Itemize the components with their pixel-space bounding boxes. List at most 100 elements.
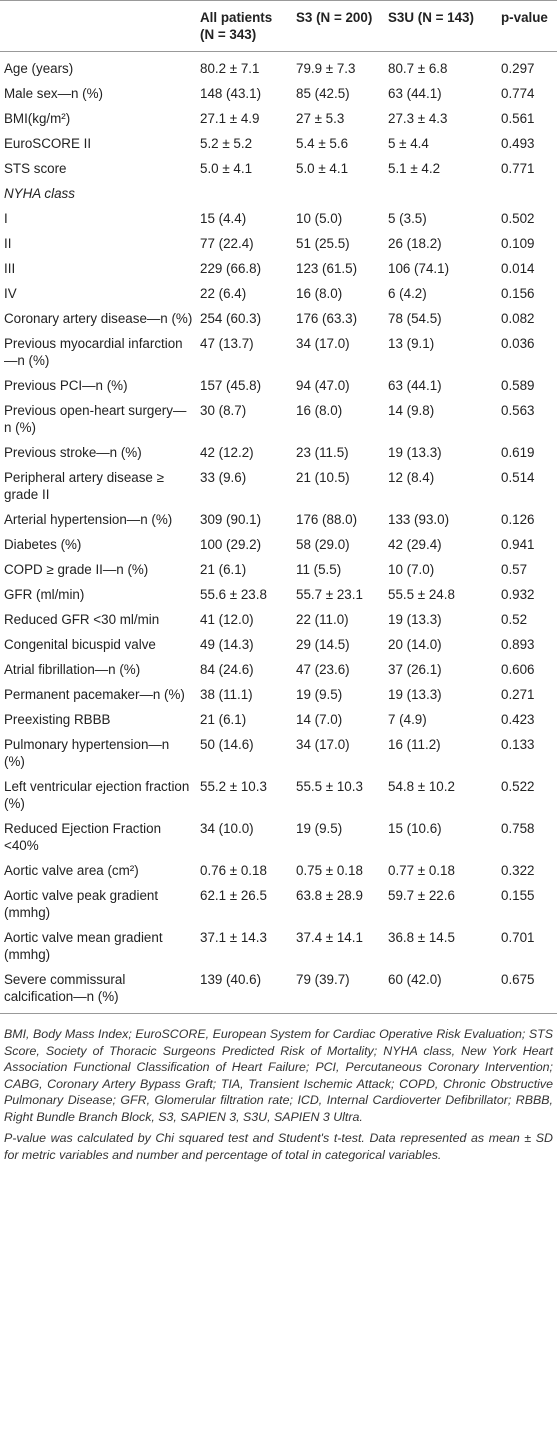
table-row: Pulmonary hypertension—n (%) 50 (14.6) 34 … — [0, 732, 557, 774]
table-cell: Severe commissural calcification—n (%) — [0, 967, 196, 1014]
table-cell: 22 (11.0) — [296, 612, 349, 627]
header-cell — [0, 0, 196, 52]
table-cell: II — [4, 236, 12, 251]
table-cell: Previous open-heart surgery—n (%) — [4, 403, 187, 435]
table-cell: 254 (60.3) — [200, 311, 262, 326]
table-cell: 59.7 ± 22.6 — [388, 888, 455, 903]
table-row: Diabetes (%) 100 (29.2) 58 (29.0) 42 (29.4)… — [0, 532, 557, 557]
table-cell: 148 (43.1) — [200, 86, 262, 101]
table-cell: 34 (10.0) — [200, 821, 254, 836]
table-cell: 0.77 ± 0.18 — [388, 863, 455, 878]
table-cell: 0.561 — [501, 111, 535, 126]
table-row: COPD ≥ grade II—n (%) 21 (6.1) 11 (5.5) 10 … — [0, 557, 557, 582]
table-cell: 51 (25.5) — [296, 236, 350, 251]
table-row: EuroSCORE II 5.2 ± 5.2 5.4 ± 5.6 5 ± 4.4 0.4… — [0, 131, 557, 156]
table-cell: 139 (40.6) — [196, 967, 292, 1014]
table-cell: 6 (4.2) — [388, 286, 427, 301]
table-row: II 77 (22.4) 51 (25.5) 26 (18.2) 0.109 — [0, 231, 557, 256]
table-cell: 27.1 ± 4.9 — [200, 111, 260, 126]
table-cell: 47 (13.7) — [200, 336, 254, 351]
table-cell: Atrial fibrillation—n (%) — [4, 662, 141, 677]
table-cell: 37 (26.1) — [388, 662, 442, 677]
table-row: III 229 (66.8) 123 (61.5) 106 (74.1) 0.014 — [0, 256, 557, 281]
table-cell: 41 (12.0) — [200, 612, 254, 627]
table-cell: NYHA class — [4, 186, 75, 201]
table-cell: 5.0 ± 4.1 — [296, 161, 349, 176]
table-cell: 0.126 — [501, 512, 535, 527]
table-cell: 0.675 — [497, 967, 557, 1014]
table-cell: 0.271 — [501, 687, 535, 702]
table-cell: Reduced GFR <30 ml/min — [4, 612, 160, 627]
table-cell: 62.1 ± 26.5 — [200, 888, 267, 903]
table-cell: IV — [4, 286, 17, 301]
table-cell: I — [4, 211, 8, 226]
table-cell: 34 (17.0) — [296, 336, 350, 351]
table-cell: 19 (9.5) — [296, 821, 343, 836]
table-cell: 0.322 — [501, 863, 535, 878]
table-cell: 19 (9.5) — [296, 687, 343, 702]
table-row: Reduced GFR <30 ml/min 41 (12.0) 22 (11.0)… — [0, 607, 557, 632]
table-cell: 79 (39.7) — [292, 967, 384, 1014]
table-cell: Congenital bicuspid valve — [4, 637, 156, 652]
table-cell: 0.701 — [501, 930, 535, 945]
table-cell: 15 (10.6) — [388, 821, 442, 836]
table-cell: 16 (8.0) — [296, 286, 343, 301]
table-cell: 54.8 ± 10.2 — [388, 779, 455, 794]
table-cell: III — [4, 261, 16, 276]
table-cell: 0.156 — [501, 286, 535, 301]
table-row: Permanent pacemaker—n (%) 38 (11.1) 19 (9.… — [0, 682, 557, 707]
table-cell: 85 (42.5) — [296, 86, 350, 101]
table-cell: 55.5 ± 24.8 — [388, 587, 455, 602]
table-cell: 5 (3.5) — [388, 211, 427, 226]
table-cell: 79.9 ± 7.3 — [296, 61, 356, 76]
table-cell: Permanent pacemaker—n (%) — [4, 687, 185, 702]
header-cell: p-value — [497, 0, 557, 52]
table-row: NYHA class — [0, 181, 557, 206]
table-cell: Age (years) — [4, 61, 74, 76]
table-cell: 15 (4.4) — [200, 211, 247, 226]
table-cell: 0.589 — [501, 378, 535, 393]
table-cell: 0.563 — [501, 403, 535, 418]
table-row: Atrial fibrillation—n (%) 84 (24.6) 47 (23… — [0, 657, 557, 682]
table-cell: 49 (14.3) — [200, 637, 254, 652]
table-cell: 0.758 — [501, 821, 535, 836]
table-cell: STS score — [4, 161, 67, 176]
table-cell: 37.1 ± 14.3 — [200, 930, 267, 945]
table-cell: 0.514 — [501, 470, 535, 485]
table-row: Aortic valve area (cm²) 0.76 ± 0.18 0.75 ±… — [0, 858, 557, 883]
table-cell: 7 (4.9) — [388, 712, 427, 727]
table-cell: 100 (29.2) — [200, 537, 262, 552]
header-row: All patients (N = 343) S3 (N = 200) S3U (N… — [0, 0, 557, 52]
table-row: Reduced Ejection Fraction <40% 34 (10.0) 1… — [0, 816, 557, 858]
table-cell: Previous stroke—n (%) — [4, 445, 142, 460]
table-cell: 22 (6.4) — [200, 286, 247, 301]
table-cell: Aortic valve area (cm²) — [4, 863, 139, 878]
table-cell: 0.52 — [501, 612, 528, 627]
table-cell: 42 (12.2) — [200, 445, 254, 460]
table-cell: 157 (45.8) — [200, 378, 262, 393]
table-row: Previous PCI—n (%) 157 (45.8) 94 (47.0) 63 … — [0, 373, 557, 398]
table-cell: 176 (63.3) — [296, 311, 358, 326]
table-cell: 38 (11.1) — [200, 687, 253, 702]
table-cell: 0.57 — [501, 562, 528, 577]
table-cell: 229 (66.8) — [200, 261, 262, 276]
table-cell: 0.502 — [501, 211, 535, 226]
table-cell: 58 (29.0) — [296, 537, 350, 552]
table-row: STS score 5.0 ± 4.1 5.0 ± 4.1 5.1 ± 4.2 0.77… — [0, 156, 557, 181]
table-cell: 0.493 — [501, 136, 535, 151]
table-cell: Preexisting RBBB — [4, 712, 111, 727]
table-cell: 36.8 ± 14.5 — [388, 930, 455, 945]
table-cell: 55.2 ± 10.3 — [200, 779, 267, 794]
table-cell: 84 (24.6) — [200, 662, 254, 677]
table-cell: 0.014 — [501, 261, 535, 276]
table-row: BMI(kg/m²) 27.1 ± 4.9 27 ± 5.3 27.3 ± 4.3 0.… — [0, 106, 557, 131]
table-cell: 78 (54.5) — [388, 311, 442, 326]
table-cell: 176 (88.0) — [296, 512, 358, 527]
table-cell: 5.4 ± 5.6 — [296, 136, 349, 151]
table-cell: 37.4 ± 14.1 — [296, 930, 363, 945]
table-row: Congenital bicuspid valve 49 (14.3) 29 (14… — [0, 632, 557, 657]
table-cell: 55.6 ± 23.8 — [200, 587, 267, 602]
table-cell: 16 (8.0) — [296, 403, 343, 418]
table-cell: 0.619 — [501, 445, 535, 460]
table-cell: 0.941 — [501, 537, 535, 552]
